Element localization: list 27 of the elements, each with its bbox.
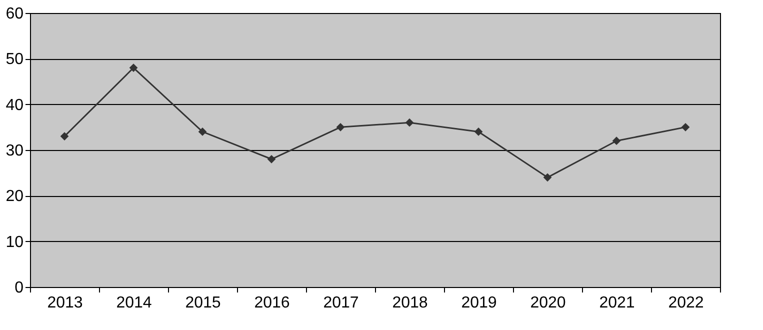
point xyxy=(336,122,345,132)
point xyxy=(405,118,414,127)
x-tick-label: 2015 xyxy=(185,294,221,312)
x-tick-label: 2018 xyxy=(392,294,428,312)
x-tick-label: 2017 xyxy=(323,294,359,312)
y-tick-label: 60 xyxy=(6,6,24,22)
x-tick-label: 2019 xyxy=(461,294,497,312)
y-tick-label: 40 xyxy=(6,96,24,114)
point xyxy=(198,128,207,136)
x-tick-label: 2020 xyxy=(530,294,566,312)
point xyxy=(129,64,138,72)
y-tick-label: 30 xyxy=(6,142,24,160)
x-tick-label: 2013 xyxy=(47,294,83,312)
x-tick-label: 2022 xyxy=(668,294,704,312)
x-tick-label: 2016 xyxy=(254,294,290,312)
point xyxy=(612,136,621,146)
x-tick-label: 2014 xyxy=(116,294,152,312)
point xyxy=(267,154,276,164)
point xyxy=(543,173,552,182)
y-tick-label: 20 xyxy=(6,188,24,206)
point xyxy=(681,122,690,132)
y-tick-label: 50 xyxy=(6,51,24,68)
point xyxy=(474,128,483,136)
y-tick-label: 0 xyxy=(14,280,24,296)
point xyxy=(60,132,69,140)
x-tick-label: 2021 xyxy=(599,294,635,312)
y-tick-label: 10 xyxy=(6,234,24,251)
